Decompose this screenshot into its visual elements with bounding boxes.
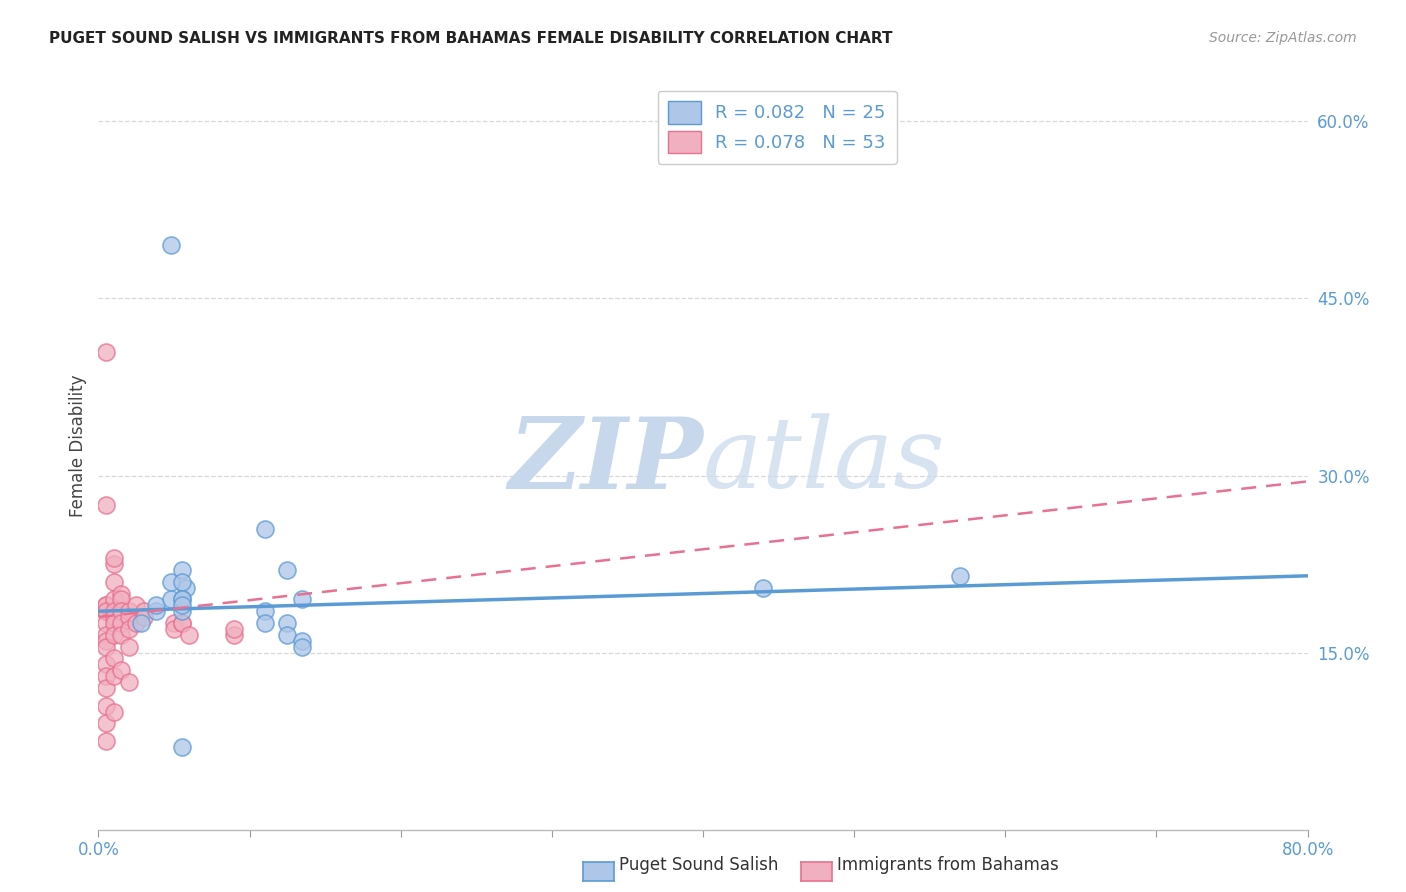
Point <box>103 551 125 566</box>
Point <box>253 604 276 618</box>
Point <box>170 615 193 630</box>
Point <box>160 574 183 589</box>
Point <box>118 604 141 618</box>
Point <box>110 628 132 642</box>
Point <box>163 622 186 636</box>
Point <box>174 581 197 595</box>
Point <box>170 739 193 754</box>
Point <box>94 669 117 683</box>
Text: Source: ZipAtlas.com: Source: ZipAtlas.com <box>1209 31 1357 45</box>
Point <box>125 615 148 630</box>
Point <box>94 628 117 642</box>
Point <box>129 615 152 630</box>
Point <box>94 615 117 630</box>
Point <box>94 604 117 618</box>
Point <box>145 604 167 618</box>
Point <box>179 628 201 642</box>
Point <box>94 716 117 731</box>
Point <box>94 604 117 618</box>
Point <box>291 640 314 654</box>
Point <box>170 604 193 618</box>
Point <box>103 574 125 589</box>
Point <box>752 581 775 595</box>
Point <box>103 651 125 665</box>
Text: PUGET SOUND SALISH VS IMMIGRANTS FROM BAHAMAS FEMALE DISABILITY CORRELATION CHAR: PUGET SOUND SALISH VS IMMIGRANTS FROM BA… <box>49 31 893 46</box>
Point <box>276 615 298 630</box>
Point <box>118 675 141 690</box>
Point <box>118 610 141 624</box>
Point <box>103 592 125 607</box>
Point <box>253 522 276 536</box>
Point <box>170 563 193 577</box>
Text: Immigrants from Bahamas: Immigrants from Bahamas <box>837 856 1059 874</box>
Point <box>94 344 117 359</box>
Point <box>110 592 132 607</box>
Point <box>949 569 972 583</box>
Point <box>132 610 155 624</box>
Point <box>94 604 117 618</box>
Point <box>94 657 117 672</box>
Point <box>103 610 125 624</box>
Legend: R = 0.082   N = 25, R = 0.078   N = 53: R = 0.082 N = 25, R = 0.078 N = 53 <box>658 91 897 163</box>
Point <box>145 599 167 613</box>
Point <box>103 669 125 683</box>
Point <box>291 592 314 607</box>
Point <box>94 604 117 618</box>
Point <box>132 604 155 618</box>
Point <box>170 592 193 607</box>
Point <box>170 574 193 589</box>
Point <box>94 734 117 748</box>
Point <box>224 628 246 642</box>
Point <box>110 604 132 618</box>
Point <box>276 563 298 577</box>
Point <box>94 698 117 713</box>
Point <box>160 592 183 607</box>
Point <box>170 592 193 607</box>
Point <box>94 599 117 613</box>
Point <box>94 633 117 648</box>
Point <box>103 604 125 618</box>
Point <box>110 615 132 630</box>
Point <box>253 615 276 630</box>
Text: ZIP: ZIP <box>508 413 703 509</box>
Point <box>103 628 125 642</box>
Point <box>118 640 141 654</box>
Point <box>110 663 132 677</box>
Point <box>160 238 183 252</box>
Point <box>103 557 125 571</box>
Point <box>170 599 193 613</box>
Text: atlas: atlas <box>703 414 946 509</box>
Point <box>224 622 246 636</box>
Point <box>94 498 117 512</box>
Point <box>103 615 125 630</box>
Point <box>94 604 117 618</box>
Point <box>94 599 117 613</box>
Point <box>94 604 117 618</box>
Point <box>291 633 314 648</box>
Point <box>94 681 117 695</box>
Point <box>170 615 193 630</box>
Text: Puget Sound Salish: Puget Sound Salish <box>619 856 778 874</box>
Point <box>125 599 148 613</box>
Point <box>94 640 117 654</box>
Point <box>163 615 186 630</box>
Y-axis label: Female Disability: Female Disability <box>69 375 87 517</box>
Point <box>276 628 298 642</box>
Point <box>103 705 125 719</box>
Point <box>110 586 132 600</box>
Point <box>118 622 141 636</box>
